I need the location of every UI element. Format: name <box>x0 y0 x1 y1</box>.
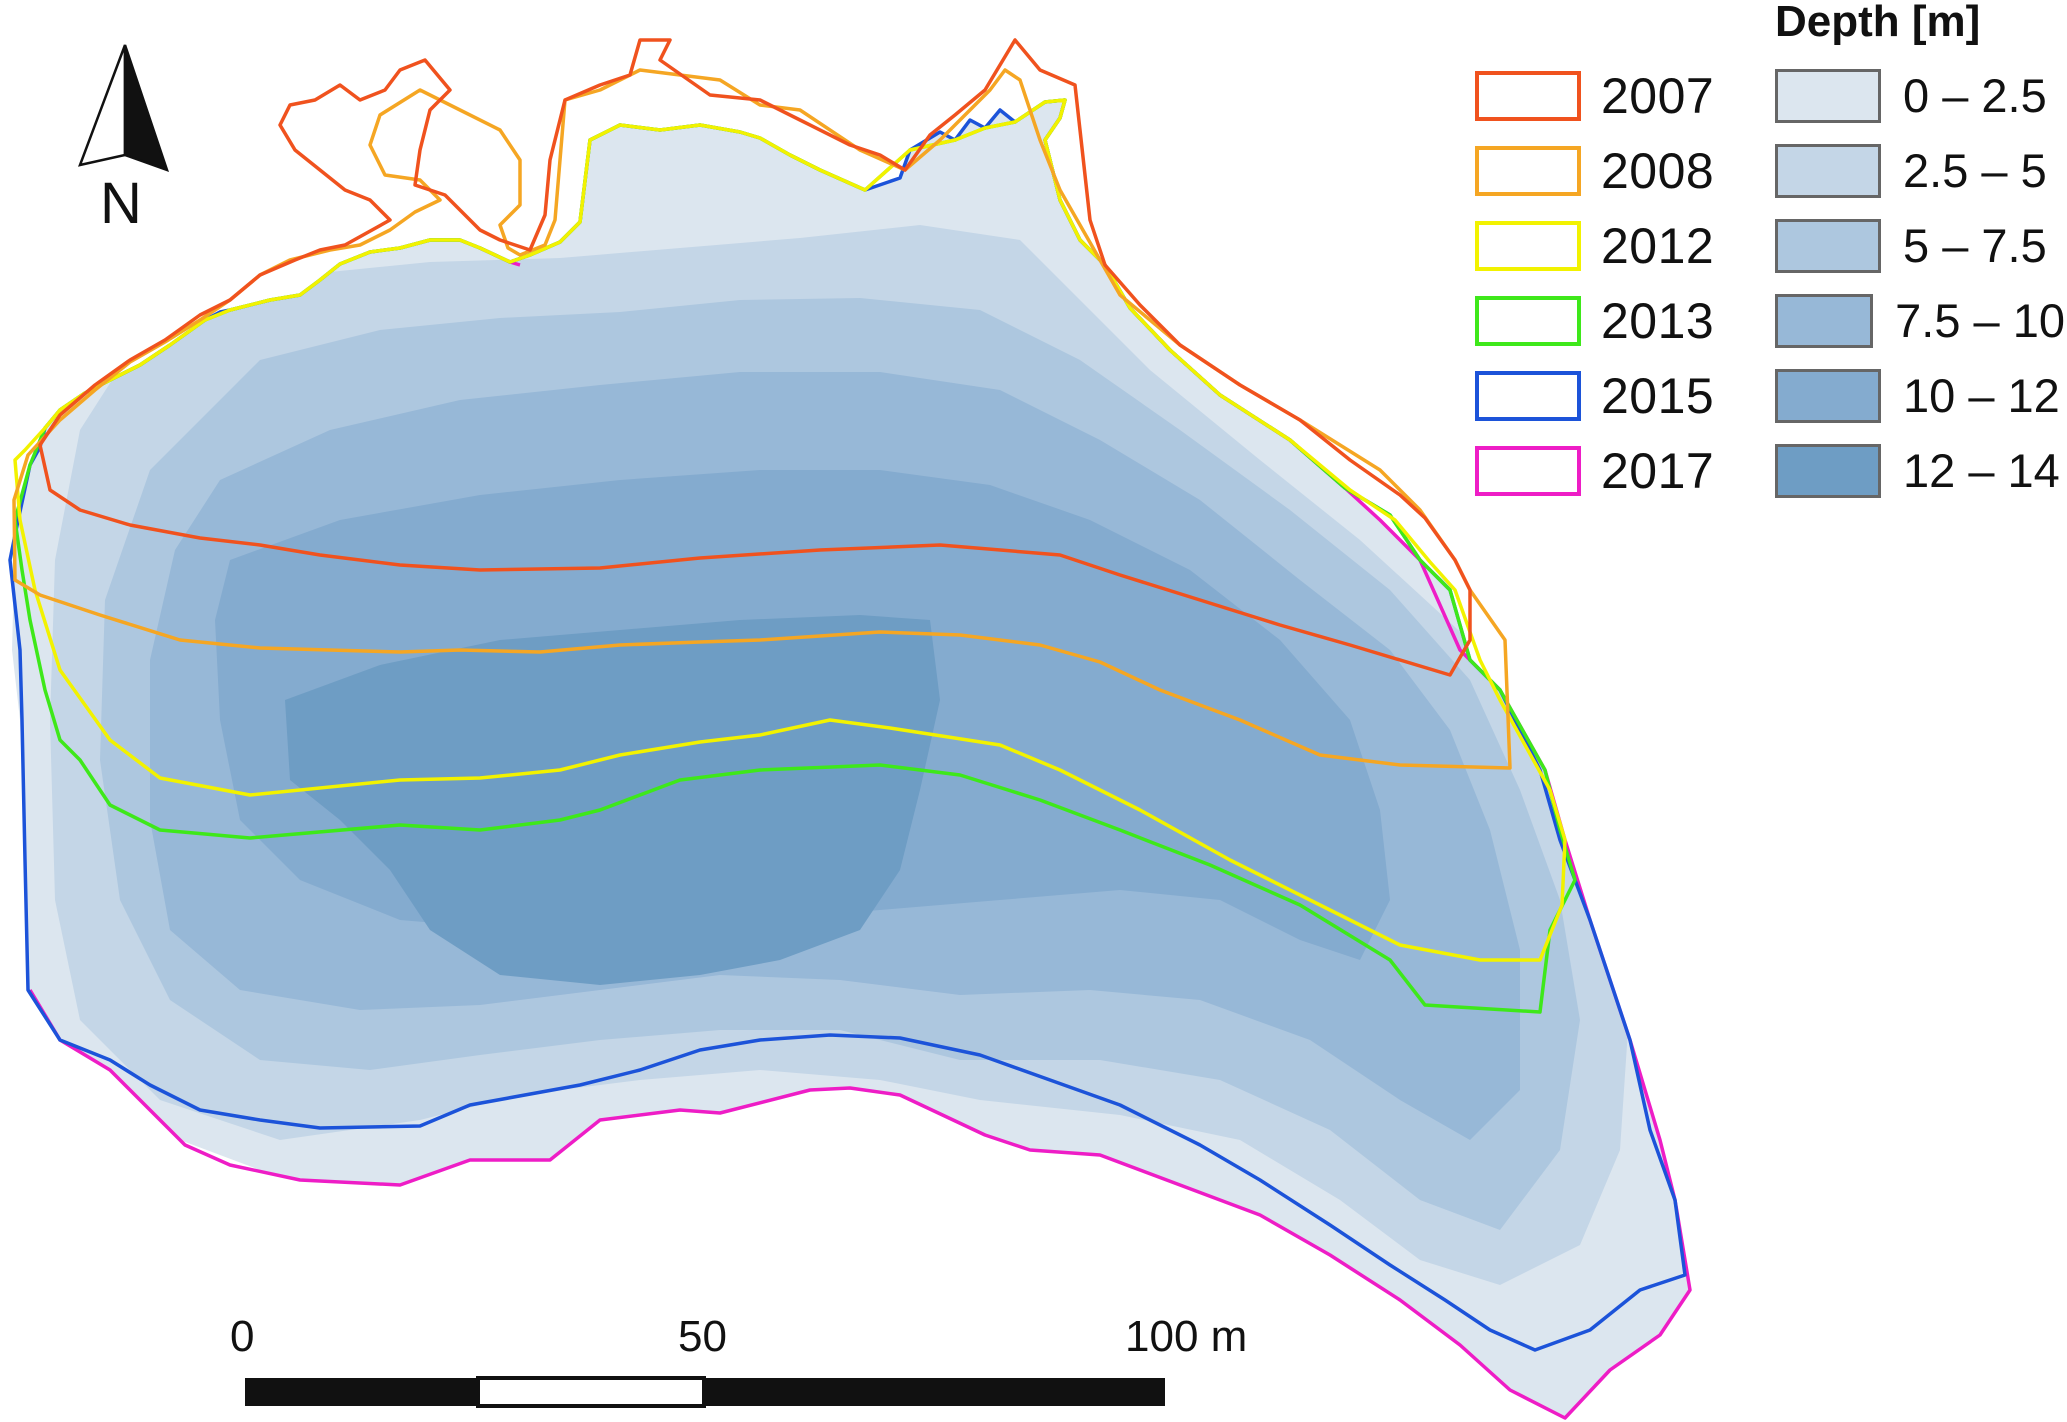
depth-legend-item: 10 – 12 <box>1775 358 2065 433</box>
year-label: 2013 <box>1601 292 1715 349</box>
depth-legend-item: 2.5 – 5 <box>1775 133 2065 208</box>
scale-label-100m: 100 m <box>1125 1312 1248 1361</box>
depth-label: 0 – 2.5 <box>1903 69 2047 122</box>
scale-segment-25-50 <box>476 1376 706 1408</box>
scale-segment-0-25 <box>245 1378 478 1406</box>
depth-label: 12 – 14 <box>1903 444 2060 497</box>
depth-swatch-5-7.5 <box>1775 218 1881 273</box>
depth-legend-title: Depth [m] <box>1775 0 1981 46</box>
year-legend-item: 2017 <box>1475 433 1735 508</box>
scale-bar <box>245 1376 1165 1408</box>
depth-legend-item: 0 – 2.5 <box>1775 58 2065 133</box>
year-legend: 2007 2008 2012 2013 2015 2017 <box>1475 58 1735 508</box>
shoreline-2012 <box>13 98 1567 962</box>
scale-label-50: 50 <box>678 1312 727 1361</box>
depth-label: 7.5 – 10 <box>1895 294 2065 347</box>
depth-swatch-2.5-5 <box>1775 143 1881 198</box>
depth-zone-12-14 <box>285 615 940 985</box>
year-legend-item: 2015 <box>1475 358 1735 433</box>
depth-label: 5 – 7.5 <box>1903 219 2047 272</box>
year-label: 2008 <box>1601 142 1715 199</box>
depth-label: 2.5 – 5 <box>1903 144 2047 197</box>
depth-label: 10 – 12 <box>1903 369 2060 422</box>
depth-legend-item: 5 – 7.5 <box>1775 208 2065 283</box>
year-legend-item: 2008 <box>1475 133 1735 208</box>
depth-legend-item: 7.5 – 10 <box>1775 283 2065 358</box>
year-label: 2017 <box>1601 442 1715 499</box>
year-label: 2015 <box>1601 367 1715 424</box>
year-legend-item: 2012 <box>1475 208 1735 283</box>
year-swatch-2013 <box>1475 295 1581 346</box>
year-swatch-2015 <box>1475 370 1581 421</box>
depth-swatch-12-14 <box>1775 443 1881 498</box>
scale-label-0: 0 <box>230 1312 255 1361</box>
depth-legend-item: 12 – 14 <box>1775 433 2065 508</box>
year-swatch-2017 <box>1475 445 1581 496</box>
depth-swatch-10-12 <box>1775 368 1881 423</box>
year-label: 2007 <box>1601 67 1715 124</box>
north-label: N <box>100 171 142 236</box>
year-legend-item: 2013 <box>1475 283 1735 358</box>
year-swatch-2008 <box>1475 145 1581 196</box>
year-swatch-2012 <box>1475 220 1581 271</box>
year-legend-item: 2007 <box>1475 58 1735 133</box>
scale-segment-50-100 <box>704 1378 1165 1406</box>
depth-swatch-7.5-10 <box>1775 293 1874 348</box>
north-arrow-icon <box>78 44 170 173</box>
depth-swatch-0-2.5 <box>1775 68 1881 123</box>
year-label: 2012 <box>1601 217 1715 274</box>
shoreline-2007 <box>38 38 1472 677</box>
bathymetry <box>12 100 1690 1418</box>
year-swatch-2007 <box>1475 70 1581 121</box>
depth-legend: Depth [m] 0 – 2.5 2.5 – 5 5 – 7.5 7.5 – … <box>1775 0 2065 508</box>
shoreline-outlines <box>8 38 1692 1420</box>
